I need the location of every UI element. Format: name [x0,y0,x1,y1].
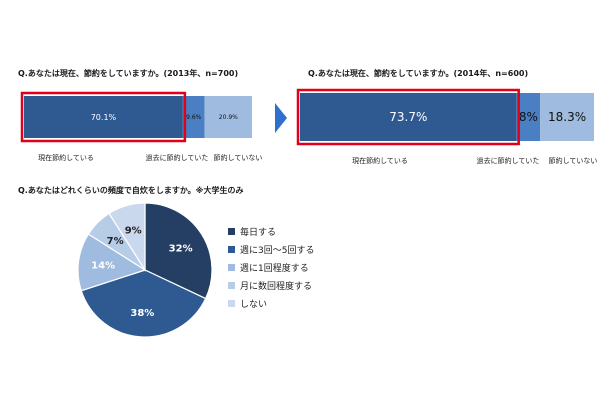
pie-slice-2 [77,233,147,292]
pie-slice-0 [144,202,213,300]
bar-value-label-1: 9.6% [186,114,202,121]
bar-segment-2 [204,96,252,138]
bar-value-label-2: 20.9% [219,114,238,121]
chart-cooking-title: Q.あなたはどれくらいの頻度で自炊をしますか。※大学生のみ [18,186,244,195]
pie-value-label-4: 9% [125,225,142,236]
highlight-box [20,91,187,143]
bar-value-label-2: 18.3% [548,110,586,124]
arrow-right-icon [275,103,287,133]
bar-chart-2014: 73.7% 現在節約している 8% 過去に節約していた 18.3% 節約していない [296,88,598,165]
chart-2013-title: Q.あなたは現在、節約をしていますか。(2013年、n=700) [18,69,239,78]
bar-category-label-2: 節約していない [549,156,598,165]
legend-item: 月に数回程度する [228,276,314,294]
legend-swatch [228,227,235,235]
bar-segment-0 [24,96,183,138]
legend-item: 毎日する [228,222,314,240]
pie-slice-4 [108,202,146,273]
bar-chart-2013: 70.1% 現在節約している 9.6% 過去に節約していた 20.9% 節約していない [20,91,263,162]
legend-swatch [228,299,235,307]
chart-2014-title: Q.あなたは現在、節約をしていますか。(2014年、n=600) [308,69,529,78]
legend-label: 週に3回～5回する [240,245,315,256]
bar-category-label-1: 過去に節約していた [477,156,540,165]
bar-value-label-1: 8% [519,110,538,124]
legend-label: 毎日する [240,227,277,238]
legend-label: 月に数回程度する [240,281,313,292]
pie-value-label-0: 32% [169,243,193,254]
bar-category-label-1: 過去に節約していた [146,153,209,162]
legend-label: 週に1回程度する [240,263,309,274]
pie-value-label-2: 14% [91,261,115,272]
bar-segment-0 [300,93,517,141]
bar-value-label-0: 70.1% [91,113,117,122]
bar-category-label-0: 現在節約している [38,153,94,162]
pie-chart-cooking: 32% 38% 14% 7%9% [77,202,213,338]
highlight-box [296,88,520,146]
bar-category-label-0: 現在節約している [352,156,408,165]
bar-category-label-2: 節約していない [214,153,263,162]
pie-value-label-3: 7% [107,236,124,247]
legend-swatch [228,245,235,253]
pie-legend: 毎日する週に3回～5回する 週に1回程度する 月に数回程度する しない [228,222,314,312]
bar-value-label-0: 73.7% [389,110,427,124]
legend-item: 週に3回～5回する [228,240,314,258]
pie-value-label-1: 38% [130,308,154,319]
legend-swatch [228,263,235,271]
bar-segment-1 [516,93,541,141]
legend-item: 週に1回程度する [228,258,314,276]
legend-swatch [228,281,235,289]
bar-segment-2 [540,93,594,141]
legend-item: しない [228,294,314,312]
legend-label: しない [240,299,268,310]
pie-slice-1 [80,269,207,338]
bar-segment-1 [182,96,205,138]
